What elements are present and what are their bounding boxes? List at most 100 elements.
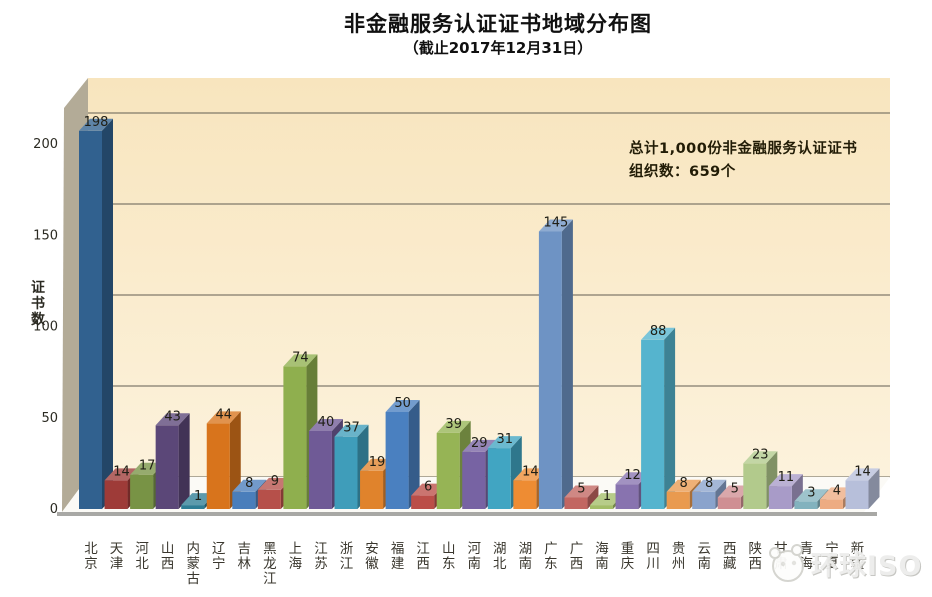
x-axis-label-char: 广	[544, 541, 558, 557]
bar-top-face	[564, 485, 599, 498]
x-axis-label: 北京	[84, 541, 98, 572]
bar-top-face	[308, 419, 343, 431]
bar-top-face	[104, 468, 139, 481]
bar-front-face	[487, 448, 511, 509]
x-axis-label-char: 宁	[212, 555, 226, 572]
chart-back-wall	[88, 78, 890, 477]
bar-side-face	[868, 468, 880, 509]
bar-top-face	[411, 483, 446, 496]
bar-value-label: 37	[343, 421, 360, 436]
x-axis-label: 四川	[646, 541, 660, 572]
bar-value-label: 19	[369, 455, 386, 470]
x-axis-label: 西藏	[723, 541, 737, 572]
bar-top-face	[334, 424, 369, 437]
bar-value-label: 14	[113, 464, 130, 479]
bar-value-label: 9	[271, 474, 279, 489]
x-axis-label-char: 河	[468, 541, 482, 557]
bar-value-label: 44	[215, 407, 232, 422]
x-axis-label: 海南	[595, 541, 609, 572]
bar-value-label: 1	[194, 489, 202, 504]
bar-top-face	[79, 118, 113, 131]
bar-side-face	[791, 474, 803, 509]
x-axis-label-char: 夏	[825, 556, 839, 572]
bar-top-face	[232, 479, 267, 492]
x-axis-label-char: 北	[493, 556, 507, 572]
bar-top-face	[487, 436, 522, 449]
x-axis-label: 云南	[697, 541, 711, 572]
x-axis-label-char: 西	[416, 556, 430, 572]
bar-value-label: 74	[292, 350, 309, 365]
bar-top-face	[692, 479, 727, 492]
bar-value-label: 4	[833, 483, 841, 498]
x-axis-label: 上海	[289, 541, 303, 572]
bar-top-face	[615, 472, 650, 485]
bar-value-label: 145	[543, 216, 568, 231]
x-axis-label-char: 南	[697, 556, 711, 572]
bar-top-face	[819, 487, 854, 500]
bar-top-face	[385, 400, 420, 412]
x-axis-label: 浙江	[340, 541, 354, 572]
x-axis-label-char: 江	[416, 541, 430, 557]
bar-front-face	[717, 497, 741, 509]
bar-value-label: 43	[164, 409, 181, 424]
chart-floor-edge	[57, 512, 877, 516]
y-axis-title-char: 证	[31, 280, 45, 296]
bar-value-label: 29	[471, 436, 488, 451]
x-axis-label: 辽宁	[212, 541, 226, 572]
x-axis-label-char: 宁	[825, 540, 839, 557]
x-axis-label-char: 东	[442, 556, 456, 572]
x-axis-label: 江苏	[314, 541, 328, 572]
x-axis-label-char: 京	[84, 556, 98, 572]
x-axis-label: 湖南	[519, 541, 533, 572]
bar-front-face	[794, 501, 818, 509]
bar	[564, 485, 599, 509]
bar-value-label: 88	[650, 324, 667, 339]
bar	[155, 413, 190, 509]
bar-front-face	[385, 412, 409, 509]
x-axis-label-char: 上	[289, 541, 303, 557]
bar-value-label: 17	[139, 459, 156, 474]
panda-logo-icon	[769, 544, 804, 582]
x-axis-label: 重庆	[621, 541, 635, 572]
bar-front-face	[436, 432, 460, 509]
bar	[768, 474, 803, 509]
x-axis-label-char: 山	[442, 541, 456, 557]
bar-side-face	[102, 118, 113, 510]
bar-top-face	[717, 485, 752, 498]
bar-front-face	[411, 495, 435, 509]
y-axis-title: 证书数	[31, 280, 46, 328]
bar-top-face	[130, 462, 165, 475]
bar-value-label: 40	[318, 415, 335, 430]
bar-front-face	[590, 505, 613, 509]
x-axis-label-char: 南	[595, 556, 609, 572]
x-axis-label-char: 黑	[263, 541, 277, 557]
x-axis-label-char: 陕	[749, 541, 763, 557]
x-axis-label-char: 津	[110, 556, 124, 572]
bar-top-face	[206, 411, 241, 424]
bar	[845, 468, 880, 509]
bar-top-face	[462, 439, 497, 452]
bar-value-label: 11	[778, 470, 795, 485]
y-axis-title-char: 数	[31, 311, 46, 328]
x-axis-label-char: 湖	[519, 541, 533, 557]
x-axis-label-char: 东	[544, 556, 558, 572]
x-axis-label-char: 南	[519, 556, 533, 572]
bar	[206, 411, 241, 509]
bar	[385, 400, 420, 509]
x-axis-label-char: 徽	[365, 556, 379, 572]
bar-top-face	[743, 451, 778, 464]
x-axis-label: 江西	[416, 541, 430, 572]
x-axis-label: 湖北	[493, 541, 507, 572]
bar-front-face	[232, 491, 256, 509]
bar-front-face	[130, 474, 154, 509]
bar-value-label: 14	[522, 464, 539, 479]
bar	[79, 118, 113, 510]
x-axis-label: 河北	[135, 541, 149, 572]
bar-front-face	[513, 480, 537, 509]
bar-front-face	[206, 423, 230, 509]
bar-front-face	[257, 489, 281, 509]
bar-value-label: 8	[245, 476, 253, 491]
bar-front-face	[641, 339, 665, 509]
bar-top-face	[181, 493, 216, 506]
x-axis-label-char: 江	[314, 541, 328, 557]
